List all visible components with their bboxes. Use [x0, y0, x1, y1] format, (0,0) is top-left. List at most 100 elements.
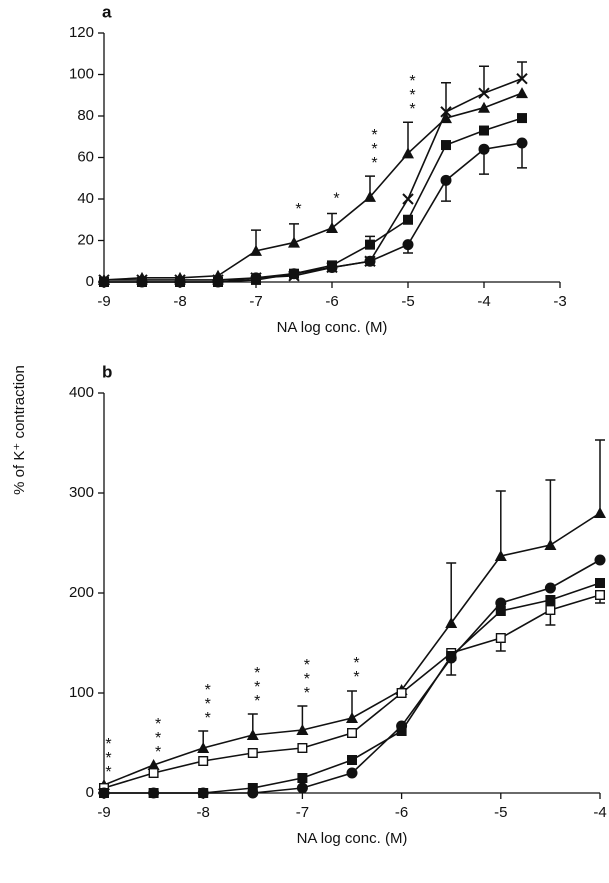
- series-line: [104, 77, 523, 281]
- marker: [440, 112, 452, 124]
- marker: [346, 712, 358, 723]
- y-tick-label: 100: [69, 684, 94, 701]
- marker: [544, 539, 557, 550]
- marker: [364, 190, 376, 202]
- series-line: [104, 142, 523, 283]
- marker: [250, 272, 262, 284]
- significance: **: [348, 655, 365, 683]
- marker: [595, 578, 605, 588]
- x-tick-label: -7: [249, 293, 262, 310]
- marker: [478, 101, 490, 113]
- y-tick-label: 200: [69, 584, 94, 601]
- marker: [396, 720, 408, 732]
- y-tick-label: 400: [69, 384, 94, 401]
- marker: [594, 507, 606, 518]
- marker: [478, 143, 490, 155]
- y-tick-label: 40: [77, 190, 94, 207]
- marker: [595, 590, 606, 601]
- marker: [250, 244, 262, 256]
- marker: [495, 633, 506, 644]
- marker: [247, 748, 258, 759]
- marker: [346, 767, 358, 779]
- error-bar: [446, 562, 457, 623]
- x-axis-label: NA log conc. (M): [297, 830, 408, 847]
- significance: ***: [298, 657, 315, 699]
- marker: [148, 768, 159, 779]
- marker: [402, 239, 414, 251]
- marker: [297, 743, 308, 754]
- y-tick-label: 20: [77, 231, 94, 248]
- y-tick-label: 80: [77, 107, 94, 124]
- x-tick-label: -5: [401, 293, 414, 310]
- marker: [445, 652, 457, 664]
- marker: [148, 787, 160, 799]
- y-tick-label: 120: [69, 24, 94, 41]
- marker: [98, 787, 110, 799]
- x-tick-label: -6: [325, 293, 338, 310]
- marker: [494, 550, 507, 561]
- marker: [516, 72, 528, 85]
- marker: [445, 617, 458, 628]
- marker: [296, 782, 308, 794]
- marker: [495, 606, 506, 616]
- significance: ***: [249, 665, 266, 707]
- y-tick-label: 0: [86, 784, 94, 801]
- marker: [402, 193, 414, 205]
- marker: [212, 276, 224, 288]
- marker: [516, 137, 528, 149]
- marker: [365, 239, 375, 250]
- marker: [440, 174, 452, 186]
- significance: ***: [199, 682, 216, 724]
- marker: [545, 605, 556, 616]
- error-bar: [595, 439, 605, 513]
- marker: [402, 147, 414, 159]
- x-tick-label: -8: [197, 804, 210, 821]
- x-tick-label: -4: [593, 804, 606, 821]
- series-line: [103, 512, 601, 786]
- marker: [544, 582, 556, 594]
- significance: ***: [100, 736, 117, 778]
- marker: [198, 756, 209, 767]
- marker: [516, 87, 528, 99]
- error-bar: [545, 479, 556, 545]
- marker: [478, 87, 490, 99]
- x-tick-label: -3: [553, 293, 566, 310]
- x-tick-label: -5: [494, 804, 507, 821]
- y-tick-label: 60: [77, 148, 94, 165]
- marker: [288, 236, 300, 248]
- significance: ***: [404, 73, 421, 115]
- marker: [479, 125, 489, 136]
- marker: [403, 214, 413, 225]
- y-tick-label: 300: [69, 484, 94, 501]
- y-tick-label: 0: [86, 273, 94, 290]
- marker: [296, 724, 309, 735]
- error-bar: [517, 61, 527, 79]
- marker: [326, 222, 338, 234]
- marker: [517, 113, 527, 124]
- marker: [246, 729, 259, 740]
- marker: [594, 554, 606, 566]
- marker: [197, 787, 209, 799]
- marker: [98, 276, 110, 288]
- series-line: [103, 92, 523, 281]
- significance: ***: [366, 127, 383, 169]
- x-tick-label: -4: [477, 293, 490, 310]
- marker: [364, 255, 376, 267]
- y-tick-label: 100: [69, 65, 94, 82]
- x-tick-label: -6: [395, 804, 408, 821]
- x-tick-label: -7: [296, 804, 309, 821]
- significance: *: [328, 191, 345, 205]
- marker: [396, 688, 407, 699]
- marker: [440, 106, 452, 118]
- error-bar: [495, 490, 506, 556]
- marker: [197, 742, 210, 753]
- x-tick-label: -9: [97, 293, 110, 310]
- marker: [495, 597, 507, 609]
- x-tick-label: -8: [173, 293, 186, 310]
- marker: [288, 268, 300, 280]
- marker: [136, 276, 148, 288]
- marker: [347, 728, 358, 739]
- marker: [441, 140, 451, 151]
- marker: [326, 261, 338, 273]
